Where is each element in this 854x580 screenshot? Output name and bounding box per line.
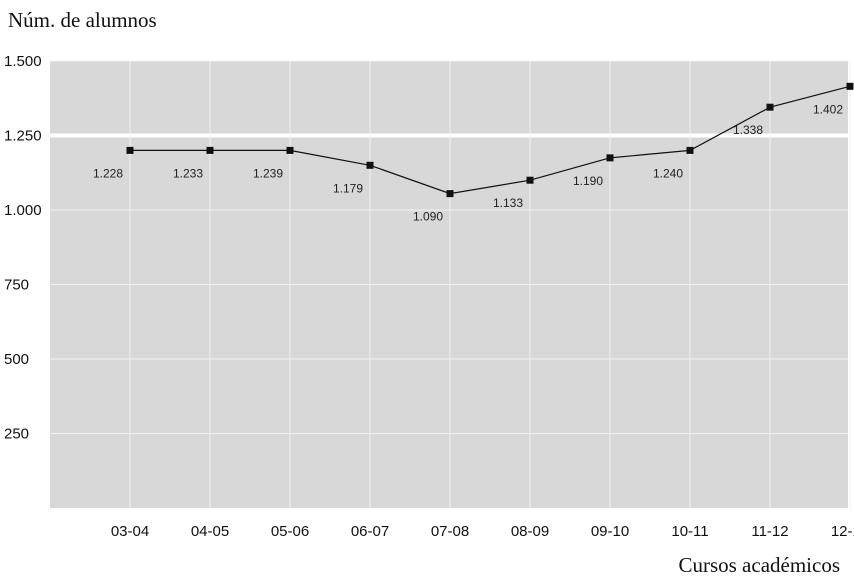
y-tick-label-1: 500 — [4, 351, 29, 368]
data-label-2: 1.239 — [253, 166, 283, 180]
data-point-8 — [766, 103, 774, 111]
y-tick-label-2: 750 — [4, 277, 29, 294]
data-label-4: 1.090 — [413, 210, 443, 224]
y-tick-label-5: 1.500 — [4, 53, 42, 70]
data-label-0: 1.228 — [93, 166, 123, 180]
data-point-7 — [686, 146, 694, 154]
data-label-7: 1.240 — [653, 166, 683, 180]
x-tick-label-3: 06-07 — [351, 523, 389, 540]
x-tick-label-1: 04-05 — [191, 523, 229, 540]
data-label-8: 1.338 — [733, 123, 763, 137]
data-label-6: 1.190 — [573, 174, 603, 188]
data-label-1: 1.233 — [173, 166, 203, 180]
x-tick-labels: 03-04 04-05 05-06 06-07 07-08 08-09 09-10 10-11… — [111, 523, 854, 540]
grid-lines — [50, 60, 851, 508]
y-tick-label-4: 1.250 — [4, 128, 42, 145]
y-tick-labels: 250 500 750 1.000 1.250 1.500 — [4, 53, 42, 443]
data-point-6 — [606, 154, 614, 162]
data-points — [126, 82, 854, 198]
data-point-2 — [286, 146, 294, 154]
x-tick-label-8: 11-12 — [751, 523, 788, 540]
x-tick-label-0: 03-04 — [111, 523, 149, 540]
series-line — [130, 85, 851, 195]
x-tick-label-2: 05-06 — [271, 523, 309, 540]
data-point-9 — [846, 82, 854, 90]
x-tick-label-5: 08-09 — [511, 523, 549, 540]
data-point-5 — [526, 176, 534, 184]
x-axis-title: Cursos académicos — [678, 553, 840, 577]
data-point-0 — [126, 146, 134, 154]
x-tick-label-7: 10-11 — [671, 523, 708, 540]
data-point-1 — [206, 146, 214, 154]
data-point-3 — [366, 161, 374, 169]
x-tick-label-9: 12-13 — [831, 523, 854, 540]
y-tick-label-0: 250 — [4, 426, 29, 443]
data-label-5: 1.133 — [493, 196, 523, 210]
data-label-3: 1.179 — [333, 181, 363, 195]
data-point-4 — [446, 190, 454, 198]
data-labels: 1.228 1.233 1.239 1.179 1.090 1.133 1.190 1.240… — [93, 102, 843, 223]
data-label-9: 1.402 — [813, 102, 843, 116]
x-tick-label-4: 07-08 — [431, 523, 469, 540]
x-tick-label-6: 09-10 — [591, 523, 629, 540]
y-axis-title: Núm. de alumnos — [8, 8, 157, 32]
y-tick-label-3: 1.000 — [4, 202, 42, 219]
